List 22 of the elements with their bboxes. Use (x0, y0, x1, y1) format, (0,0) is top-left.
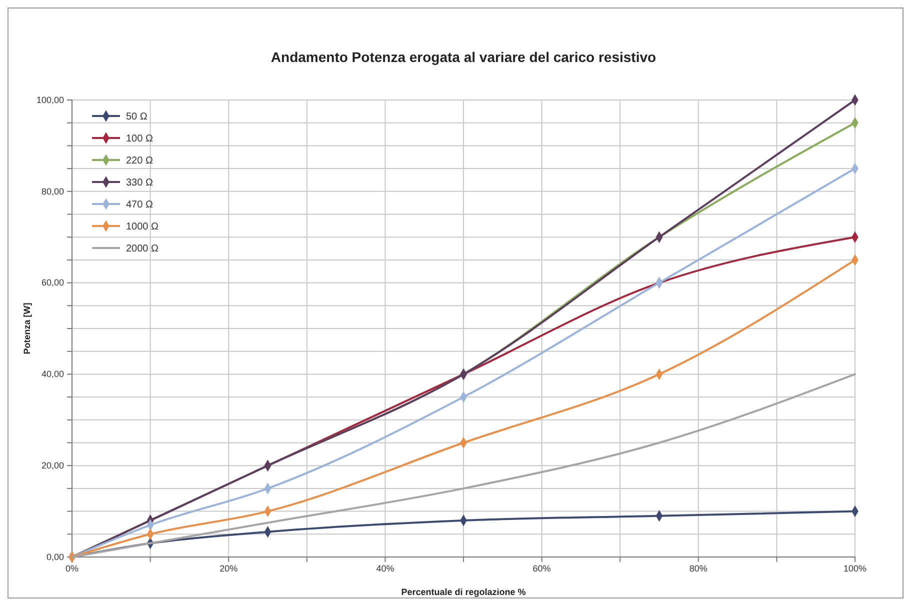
y-axis-title: Potenza [W] (22, 302, 32, 354)
x-tick-label: 40% (376, 563, 394, 574)
y-tick-label: 80,00 (41, 186, 64, 196)
x-tick-label: 80% (689, 563, 708, 574)
legend-label: 50 Ω (126, 112, 148, 122)
y-tick-label: 20,00 (41, 460, 64, 470)
y-tick-label: 60,00 (41, 278, 64, 288)
y-tick-label: 0,00 (46, 552, 64, 562)
legend-label: 2000 Ω (126, 244, 160, 254)
legend-label: 330 Ω (126, 178, 154, 188)
y-tick-label: 40,00 (41, 369, 64, 380)
x-tick-label: 0% (65, 563, 79, 574)
x-tick-label: 20% (220, 563, 238, 574)
legend-label: 1000 Ω (126, 222, 160, 232)
y-tick-label: 100,00 (36, 94, 64, 105)
x-tick-label: 60% (532, 563, 551, 574)
x-axis-title: Percentuale di regolazione % (401, 587, 526, 597)
x-tick-label: 100% (843, 563, 867, 574)
legend-label: 220 Ω (126, 156, 154, 166)
chart-title: Andamento Potenza erogata al variare del carico resistivo (270, 49, 656, 65)
legend-label: 100 Ω (126, 134, 154, 144)
legend-label: 470 Ω (126, 200, 154, 210)
